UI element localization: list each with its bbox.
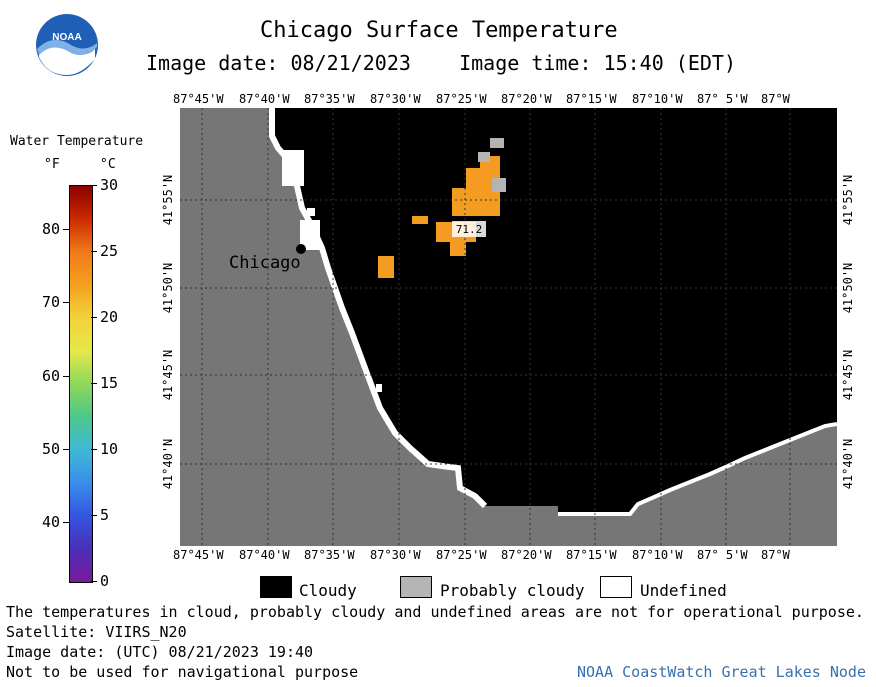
map-probably-cloudy xyxy=(478,152,490,162)
colorbar-title: Water Temperature xyxy=(10,134,144,149)
map-land xyxy=(180,108,837,546)
colorbar-unit-c: °C xyxy=(100,157,116,172)
noaa-logo: NOAA xyxy=(35,13,99,77)
lon-tick-bottom: 87°30'W xyxy=(370,548,421,562)
lon-tick-bottom: 87°10'W xyxy=(632,548,683,562)
disclaimer-text: The temperatures in cloud, probably clou… xyxy=(6,603,864,621)
map-undefined-patch xyxy=(282,150,304,186)
point-value-label: 71.2 xyxy=(456,223,483,236)
colorbar-tick-f: 40 xyxy=(41,513,60,532)
lon-tick-bottom: 87°W xyxy=(761,548,790,562)
colorbar-tick-f: 50 xyxy=(41,440,60,458)
chicago-marker xyxy=(296,244,306,254)
lat-tick-right: 41°55'N xyxy=(841,174,855,226)
lon-tick-bottom: 87°25'W xyxy=(436,548,487,562)
map-warm-water xyxy=(450,240,466,256)
lon-tick-top: 87°25'W xyxy=(436,92,487,106)
legend-swatch-probably-cloudy xyxy=(400,576,432,598)
colorbar-tick-mark-c xyxy=(91,581,97,582)
colorbar-tick-c: 0 xyxy=(100,572,110,590)
colorbar-tick-c: 30 xyxy=(100,176,119,194)
lon-tick-top: 87°W xyxy=(761,92,790,106)
map-warm-water xyxy=(378,256,394,278)
map-probably-cloudy xyxy=(492,178,506,192)
colorbar-tick-mark-f xyxy=(63,449,69,450)
lon-tick-top: 87°40'W xyxy=(239,92,290,106)
lat-tick-left: 41°55'N xyxy=(161,174,175,226)
colorbar-tick-mark-c xyxy=(91,449,97,450)
utc-date-text: Image date: (UTC) 08/21/2023 19:40 xyxy=(6,643,314,661)
page-title: Chicago Surface Temperature xyxy=(260,18,618,43)
map-warm-water xyxy=(452,188,500,216)
legend-label-cloudy: Cloudy xyxy=(299,581,357,600)
colorbar-tick-c: 20 xyxy=(100,308,119,326)
colorbar-tick-f: 80 xyxy=(41,220,60,238)
lon-tick-top: 87°45'W xyxy=(173,92,224,106)
map-grid xyxy=(180,108,837,546)
lon-tick-bottom: 87° 5'W xyxy=(697,548,748,562)
map-undefined-patch xyxy=(376,384,382,392)
colorbar-tick-c: 25 xyxy=(100,242,119,260)
lon-tick-top: 87°15'W xyxy=(566,92,617,106)
colorbar-tick-mark-c xyxy=(91,515,97,516)
map-warm-water xyxy=(412,216,428,224)
colorbar-tick-mark-f xyxy=(63,375,69,377)
colorbar-tick-mark-c xyxy=(91,383,97,384)
colorbar-gradient xyxy=(69,185,93,583)
lat-tick-left: 41°45'N xyxy=(161,349,175,401)
lon-tick-top: 87°10'W xyxy=(632,92,683,106)
colorbar-tick-mark-c xyxy=(91,317,97,318)
legend-swatch-cloudy xyxy=(260,576,292,598)
lat-tick-left: 41°40'N xyxy=(161,438,175,490)
colorbar-unit-f: °F xyxy=(44,157,60,172)
lon-tick-top: 87°20'W xyxy=(501,92,552,106)
colorbar-tick-mark-f xyxy=(63,302,69,304)
city-label: Chicago xyxy=(229,253,301,273)
legend-label-probably-cloudy: Probably cloudy xyxy=(440,581,585,600)
lat-tick-right: 41°40'N xyxy=(841,438,855,490)
lon-tick-top: 87° 5'W xyxy=(697,92,748,106)
lat-tick-left: 41°50'N xyxy=(161,262,175,314)
lon-tick-top: 87°35'W xyxy=(304,92,355,106)
colorbar-tick-c: 15 xyxy=(100,374,119,392)
colorbar-tick-mark-f xyxy=(63,522,69,524)
lon-tick-top: 87°30'W xyxy=(370,92,421,106)
point-value-box xyxy=(452,221,486,237)
lon-tick-bottom: 87°35'W xyxy=(304,548,355,562)
colorbar-tick-mark-f xyxy=(63,229,69,230)
lon-tick-bottom: 87°15'W xyxy=(566,548,617,562)
colorbar-tick-mark-c xyxy=(91,251,97,252)
lon-tick-bottom: 87°45'W xyxy=(173,548,224,562)
satellite-text: Satellite: VIIRS_N20 xyxy=(6,623,187,641)
colorbar-tick-f: 60 xyxy=(41,366,60,385)
lat-tick-right: 41°45'N xyxy=(841,349,855,401)
colorbar-tick-mark-c xyxy=(91,185,97,186)
map-undefined-patch xyxy=(307,208,315,216)
credit-text: NOAA CoastWatch Great Lakes Node xyxy=(577,663,866,681)
nav-warning-text: Not to be used for navigational purpose xyxy=(6,663,359,681)
colorbar-tick-c: 5 xyxy=(100,506,110,524)
map-undefined-coast-lower xyxy=(558,422,837,516)
lon-tick-bottom: 87°20'W xyxy=(501,548,552,562)
legend-label-undefined: Undefined xyxy=(640,581,727,600)
lon-tick-bottom: 87°40'W xyxy=(239,548,290,562)
legend-swatch-undefined xyxy=(600,576,632,598)
map: 71.2 xyxy=(180,108,837,546)
colorbar-tick-c: 10 xyxy=(100,440,119,458)
colorbar-tick-f: 70 xyxy=(41,293,60,312)
logo-text: NOAA xyxy=(52,32,81,43)
lat-tick-right: 41°50'N xyxy=(841,262,855,314)
map-undefined-patch xyxy=(300,220,320,250)
image-date-line: Image date: 08/21/2023 Image time: 15:40… xyxy=(146,51,737,75)
map-probably-cloudy xyxy=(490,138,504,148)
